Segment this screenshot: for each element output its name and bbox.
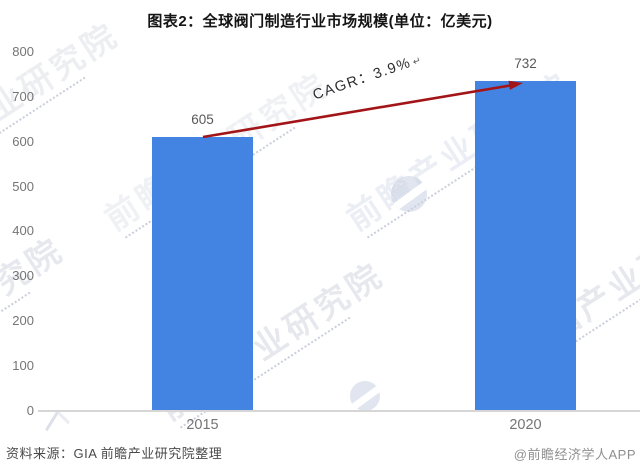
y-tick-700: 700: [12, 89, 34, 104]
page-title: 图表2：全球阀门制造行业市场规模(单位：亿美元): [147, 13, 493, 30]
y-tick-800: 800: [12, 44, 34, 59]
credit-note: @前瞻经济学人APP: [513, 447, 636, 462]
bar-2020: [475, 81, 576, 410]
source-note: 资料来源：GIA 前瞻产业研究院整理: [6, 446, 223, 461]
y-tick-200: 200: [12, 313, 34, 328]
y-tick-400: 400: [12, 223, 34, 238]
x-tick-2020: 2020: [509, 417, 542, 433]
y-tick-0: 0: [26, 403, 34, 418]
y-tick-500: 500: [12, 179, 34, 194]
x-tick-2015: 2015: [186, 417, 219, 433]
y-tick-100: 100: [12, 358, 34, 373]
value-label-2020: 732: [514, 56, 537, 71]
y-tick-300: 300: [12, 268, 34, 283]
value-label-2015: 605: [191, 112, 214, 127]
y-tick-600: 600: [12, 134, 34, 149]
x-axis-baseline: [38, 410, 640, 412]
bar-2015: [152, 137, 253, 410]
